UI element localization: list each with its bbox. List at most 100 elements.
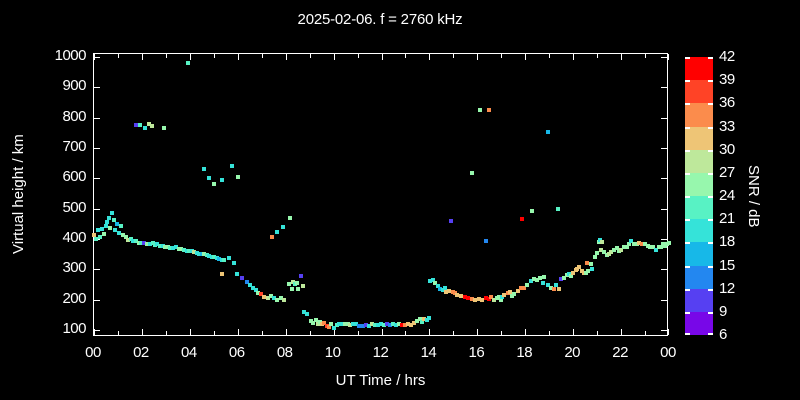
data-point xyxy=(444,290,449,295)
x-axis-tick xyxy=(118,331,119,335)
colorbar-tick xyxy=(685,196,690,198)
data-point xyxy=(192,250,197,255)
y-tick-label: 500 xyxy=(62,198,86,216)
y-tick-label: 1000 xyxy=(54,47,87,64)
data-point xyxy=(279,296,284,301)
data-point xyxy=(296,287,301,292)
data-point xyxy=(189,248,194,253)
data-point xyxy=(494,296,499,301)
data-point xyxy=(422,317,427,322)
data-point xyxy=(109,210,114,215)
data-point xyxy=(115,221,119,226)
data-point xyxy=(618,247,623,252)
data-point xyxy=(337,322,342,327)
data-point xyxy=(329,322,334,327)
data-point xyxy=(253,287,258,292)
data-point xyxy=(506,290,510,295)
data-point xyxy=(141,240,146,245)
x-axis-tick xyxy=(310,54,311,58)
plot-area xyxy=(92,53,671,336)
data-point xyxy=(586,269,591,274)
data-point xyxy=(529,209,534,214)
data-point xyxy=(138,122,142,127)
y-axis-tick xyxy=(661,209,667,210)
data-point xyxy=(447,288,452,293)
x-axis-tick xyxy=(358,54,359,58)
data-point xyxy=(351,322,356,327)
data-point xyxy=(546,129,550,134)
data-point xyxy=(662,243,667,248)
y-axis-tick xyxy=(94,57,100,58)
x-axis-tick xyxy=(118,54,119,58)
y-axis-tick xyxy=(661,300,667,301)
y-axis-tick xyxy=(94,87,100,88)
data-point xyxy=(207,176,211,181)
data-point xyxy=(382,323,387,328)
x-axis-tick xyxy=(238,54,239,60)
data-point xyxy=(217,256,222,261)
data-point xyxy=(116,230,121,235)
data-point xyxy=(564,272,569,277)
data-point xyxy=(370,322,375,327)
data-point xyxy=(235,271,240,276)
data-point xyxy=(524,283,529,288)
x-tick-label: 14 xyxy=(420,344,437,361)
y-axis-tick xyxy=(661,118,667,119)
data-point xyxy=(99,227,104,232)
colorbar-tick xyxy=(685,127,690,129)
x-tick-label: 12 xyxy=(372,344,389,361)
data-point xyxy=(553,283,558,288)
colorbar-tick xyxy=(708,266,713,268)
data-point xyxy=(299,274,303,278)
data-point xyxy=(364,323,369,328)
y-axis-tick xyxy=(661,330,667,331)
data-point xyxy=(567,271,572,276)
data-point xyxy=(534,277,539,282)
data-point xyxy=(611,248,616,253)
data-point xyxy=(647,244,652,249)
colorbar-tick xyxy=(685,150,690,152)
x-axis-tick xyxy=(262,331,263,335)
colorbar-tick xyxy=(685,242,690,244)
data-point xyxy=(477,297,481,302)
data-point xyxy=(269,294,274,299)
x-axis-tick xyxy=(262,54,263,58)
data-point xyxy=(555,206,560,211)
x-axis-tick xyxy=(573,329,574,335)
x-axis-tick xyxy=(668,54,669,60)
colorbar-tick-label: 15 xyxy=(719,256,735,274)
data-point xyxy=(247,283,252,288)
data-point xyxy=(448,219,453,224)
data-point xyxy=(128,236,133,241)
data-point xyxy=(441,287,446,292)
data-point xyxy=(300,283,305,288)
data-point xyxy=(473,297,478,302)
x-axis-tick xyxy=(190,54,191,60)
colorbar-tick-label: 36 xyxy=(719,94,735,112)
data-point xyxy=(258,292,263,297)
data-point xyxy=(443,286,448,291)
data-point xyxy=(469,171,474,176)
data-point xyxy=(598,247,603,252)
data-point xyxy=(287,282,292,287)
colorbar-tick xyxy=(708,242,713,244)
data-point xyxy=(541,274,546,279)
colorbar-tick-label: 42 xyxy=(719,48,735,65)
data-point xyxy=(519,216,524,221)
data-point xyxy=(419,320,424,325)
data-point xyxy=(459,294,464,299)
data-point xyxy=(161,125,166,130)
y-axis-tick xyxy=(661,57,667,58)
x-axis-tick xyxy=(477,54,478,60)
data-point xyxy=(207,253,211,258)
x-tick-label: 02 xyxy=(133,344,149,361)
y-axis-tick xyxy=(94,330,100,331)
x-axis-tick xyxy=(549,331,550,335)
y-tick-label: 900 xyxy=(62,77,86,95)
x-axis-tick xyxy=(597,331,598,335)
colorbar-segment xyxy=(685,265,713,290)
x-axis-tick xyxy=(645,54,646,58)
data-point xyxy=(660,242,665,247)
y-axis-tick xyxy=(94,269,100,270)
